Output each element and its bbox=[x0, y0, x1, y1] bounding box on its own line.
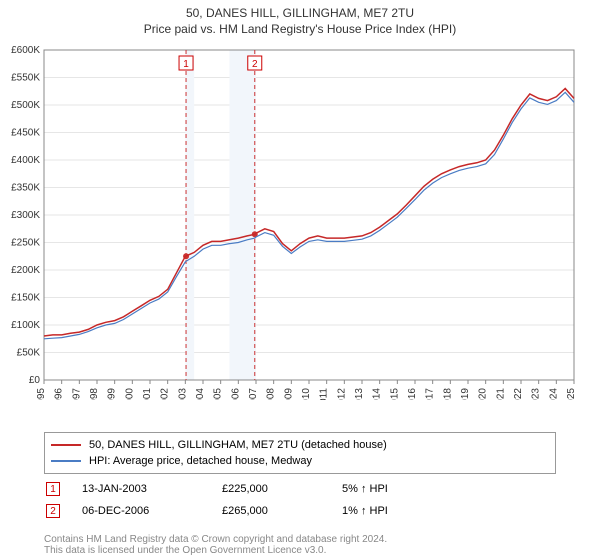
x-tick-label: 2024 bbox=[548, 388, 559, 400]
x-tick-label: 1996 bbox=[54, 388, 65, 400]
tx-date: 13-JAN-2003 bbox=[82, 483, 222, 495]
x-tick-label: 2012 bbox=[336, 388, 347, 400]
x-tick-label: 2025 bbox=[566, 388, 577, 400]
x-tick-label: 2003 bbox=[177, 388, 188, 400]
x-tick-label: 2006 bbox=[230, 388, 241, 400]
y-tick-label: £250K bbox=[11, 238, 40, 249]
transaction-row: 2 06-DEC-2006£265,0001% ↑ HPI bbox=[44, 500, 556, 522]
x-tick-label: 2019 bbox=[460, 388, 471, 400]
y-tick-label: £550K bbox=[11, 73, 40, 84]
price-chart: £0 £50K £100K £150K £200K £250K £300K £350K £400… bbox=[0, 0, 600, 400]
transactions-table: 1 13-JAN-2003£225,0005% ↑ HPI 2 06-DEC-2006… bbox=[44, 478, 556, 522]
x-tick-label: 1998 bbox=[89, 388, 100, 400]
y-tick-label: £200K bbox=[11, 265, 40, 276]
tx-price: £265,000 bbox=[222, 505, 342, 517]
y-tick-label: £350K bbox=[11, 183, 40, 194]
tx-hpi: 1% ↑ HPI bbox=[342, 505, 388, 517]
y-tick-label: £50K bbox=[17, 348, 41, 359]
marker-num: 1 bbox=[183, 59, 189, 70]
x-tick-label: 2002 bbox=[160, 388, 171, 400]
y-tick-label: £150K bbox=[11, 293, 40, 304]
x-tick-label: 2010 bbox=[301, 388, 312, 400]
tx-price: £225,000 bbox=[222, 483, 342, 495]
legend-swatch bbox=[51, 460, 81, 462]
x-tick-label: 2009 bbox=[283, 388, 294, 400]
x-tick-label: 1997 bbox=[71, 388, 82, 400]
shade-band bbox=[185, 50, 194, 380]
x-tick-label: 2007 bbox=[248, 388, 259, 400]
x-tick-label: 2013 bbox=[354, 388, 365, 400]
x-tick-label: 2022 bbox=[513, 388, 524, 400]
x-tick-label: 2014 bbox=[372, 388, 383, 400]
x-tick-label: 2017 bbox=[425, 388, 436, 400]
x-tick-label: 2000 bbox=[124, 388, 135, 400]
legend-label: 50, DANES HILL, GILLINGHAM, ME7 2TU (det… bbox=[89, 439, 387, 451]
series-line bbox=[44, 89, 574, 337]
legend-box: 50, DANES HILL, GILLINGHAM, ME7 2TU (det… bbox=[44, 432, 556, 474]
x-tick-label: 2005 bbox=[213, 388, 224, 400]
tx-num-box: 1 bbox=[46, 482, 60, 496]
x-tick-label: 2004 bbox=[195, 388, 206, 400]
y-tick-label: £600K bbox=[11, 45, 40, 56]
x-tick-label: 2008 bbox=[266, 388, 277, 400]
y-tick-label: £500K bbox=[11, 100, 40, 111]
x-tick-label: 2001 bbox=[142, 388, 153, 400]
legend-swatch bbox=[51, 444, 81, 446]
attribution-text: Contains HM Land Registry data © Crown c… bbox=[44, 534, 556, 556]
x-tick-label: 1995 bbox=[36, 388, 47, 400]
legend-row: 50, DANES HILL, GILLINGHAM, ME7 2TU (det… bbox=[51, 437, 549, 453]
y-tick-label: £400K bbox=[11, 155, 40, 166]
legend-label: HPI: Average price, detached house, Medw… bbox=[89, 455, 312, 467]
x-tick-label: 2020 bbox=[478, 388, 489, 400]
y-tick-label: £300K bbox=[11, 210, 40, 221]
y-tick-label: £100K bbox=[11, 320, 40, 331]
chart-frame: 50, DANES HILL, GILLINGHAM, ME7 2TU Pric… bbox=[0, 0, 600, 560]
x-tick-label: 1999 bbox=[107, 388, 118, 400]
x-tick-label: 2023 bbox=[531, 388, 542, 400]
marker-num: 2 bbox=[252, 59, 258, 70]
tx-num-box: 2 bbox=[46, 504, 60, 518]
transaction-row: 1 13-JAN-2003£225,0005% ↑ HPI bbox=[44, 478, 556, 500]
x-tick-label: 2011 bbox=[319, 388, 330, 400]
x-tick-label: 2018 bbox=[442, 388, 453, 400]
y-tick-label: £0 bbox=[29, 375, 41, 386]
x-tick-label: 2016 bbox=[407, 388, 418, 400]
tx-date: 06-DEC-2006 bbox=[82, 505, 222, 517]
shade-band bbox=[230, 50, 257, 380]
tx-hpi: 5% ↑ HPI bbox=[342, 483, 388, 495]
legend-row: HPI: Average price, detached house, Medw… bbox=[51, 453, 549, 469]
y-tick-label: £450K bbox=[11, 128, 40, 139]
attribution-line-2: This data is licensed under the Open Gov… bbox=[44, 545, 556, 556]
x-tick-label: 2015 bbox=[389, 388, 400, 400]
attribution-line-1: Contains HM Land Registry data © Crown c… bbox=[44, 534, 556, 545]
series-line bbox=[44, 92, 574, 338]
x-tick-label: 2021 bbox=[495, 388, 506, 400]
